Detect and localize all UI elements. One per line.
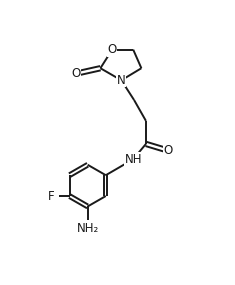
Text: N: N: [117, 74, 126, 87]
Text: NH: NH: [125, 153, 142, 166]
Text: O: O: [71, 67, 80, 80]
Text: O: O: [163, 144, 172, 157]
Text: O: O: [108, 43, 117, 56]
Text: F: F: [48, 190, 55, 203]
Text: NH₂: NH₂: [77, 222, 99, 235]
